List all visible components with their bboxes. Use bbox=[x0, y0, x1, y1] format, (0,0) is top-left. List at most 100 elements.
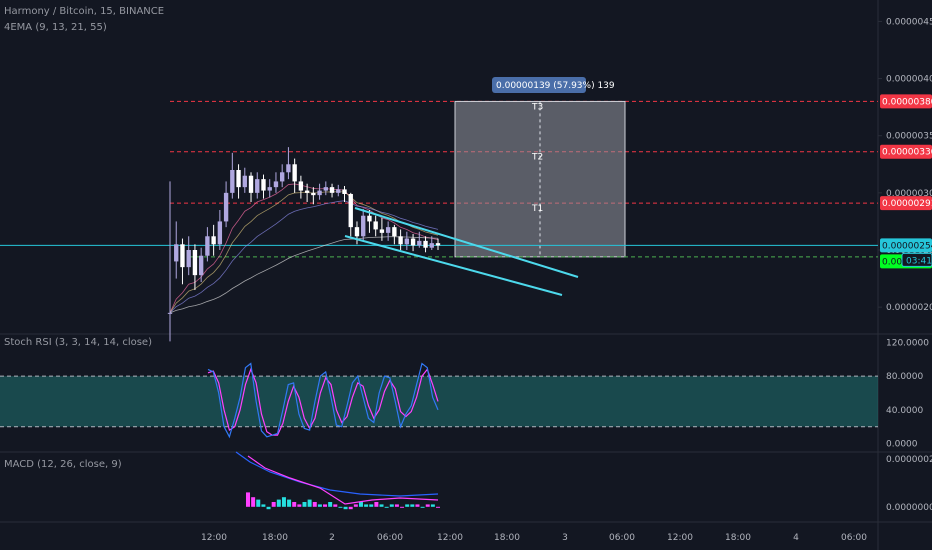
candle-body bbox=[198, 255, 204, 276]
macd-histogram-bar bbox=[420, 506, 425, 508]
macd-histogram-bar bbox=[276, 499, 281, 507]
candle-body bbox=[323, 187, 328, 191]
macd-histogram-bar bbox=[379, 504, 384, 507]
macd-histogram-bar bbox=[389, 504, 394, 507]
macd-histogram-bar bbox=[281, 497, 286, 507]
time-tick-label: 06:00 bbox=[377, 533, 403, 543]
target-price-label: 0.00000336 bbox=[882, 148, 932, 158]
measure-tooltip bbox=[492, 77, 586, 93]
macd-histogram-bar bbox=[358, 502, 363, 507]
macd-histogram-bar bbox=[425, 504, 430, 507]
time-tick-label: 12:00 bbox=[667, 533, 693, 543]
ema-line bbox=[169, 191, 439, 314]
candle-body bbox=[392, 227, 397, 237]
time-tick-label: 12:00 bbox=[201, 533, 227, 543]
candle-body bbox=[342, 189, 347, 194]
candle-body bbox=[217, 221, 223, 245]
macd-histogram-bar bbox=[343, 506, 348, 510]
candle-body bbox=[292, 164, 297, 182]
macd-label[interactable]: MACD (12, 26, close, 9) bbox=[4, 459, 122, 470]
candle-body bbox=[242, 175, 247, 188]
candle-body bbox=[180, 244, 185, 268]
stoch-line bbox=[207, 367, 439, 436]
candle-body bbox=[398, 236, 403, 245]
macd-histogram-bar bbox=[251, 497, 256, 507]
candle-body bbox=[354, 227, 360, 237]
ema-line bbox=[169, 200, 439, 314]
macd-histogram-bar bbox=[297, 504, 302, 507]
time-tick-label: 12:00 bbox=[437, 533, 463, 543]
candle-body bbox=[167, 312, 173, 314]
candle-body bbox=[236, 170, 241, 188]
time-tick-label: 06:00 bbox=[609, 533, 635, 543]
countdown-tag bbox=[901, 252, 932, 267]
macd-histogram-bar bbox=[415, 504, 420, 507]
measure-tooltip-text: 0.00000139 (57.93%) 139 bbox=[496, 81, 615, 91]
ema-indicator-label[interactable]: 4EMA (9, 13, 21, 55) bbox=[4, 22, 107, 33]
time-tick-label: 3 bbox=[562, 533, 568, 543]
macd-histogram-bar bbox=[394, 504, 399, 507]
candle-body bbox=[304, 190, 310, 193]
candle-body bbox=[267, 187, 272, 191]
stoch-line bbox=[207, 362, 439, 439]
candle-body bbox=[311, 192, 316, 196]
candle-body bbox=[192, 250, 198, 276]
candle-body bbox=[367, 215, 372, 222]
macd-histogram-bar bbox=[317, 504, 322, 507]
target-price-tag bbox=[880, 144, 932, 159]
macd-histogram-bar bbox=[384, 506, 389, 508]
candle-body bbox=[329, 187, 335, 193]
candle-body bbox=[317, 190, 322, 196]
target-text-label: T3 bbox=[531, 102, 543, 112]
stoch-rsi-label[interactable]: Stoch RSI (3, 3, 14, 14, close) bbox=[4, 337, 152, 348]
candle-body bbox=[336, 189, 341, 193]
macd-histogram-bar bbox=[405, 504, 410, 507]
ema-line bbox=[169, 183, 439, 314]
candle-body bbox=[261, 179, 266, 191]
macd-histogram-bar bbox=[400, 506, 405, 508]
candle-body bbox=[273, 181, 279, 188]
macd-histogram-bar bbox=[338, 506, 343, 508]
candle-body bbox=[280, 172, 285, 182]
candle-body bbox=[205, 236, 210, 256]
candle-body bbox=[435, 243, 441, 246]
target-text-label: T1 bbox=[531, 204, 543, 214]
current-price-tag bbox=[880, 238, 932, 253]
target-price-label: 0.00000380 bbox=[882, 97, 932, 107]
macd-histogram-bar bbox=[256, 499, 261, 507]
macd-histogram-bar bbox=[333, 504, 338, 507]
target-price-tag bbox=[880, 94, 932, 109]
target-price-label: 0.00000291 bbox=[882, 199, 932, 209]
symbol-title[interactable]: Harmony / Bitcoin, 15, BINANCE bbox=[4, 6, 165, 17]
macd-histogram-bar bbox=[369, 504, 374, 507]
ema-line bbox=[169, 236, 439, 314]
stoch-tick-label: 120.0000 bbox=[886, 338, 929, 348]
countdown-label: 03:41 bbox=[906, 256, 932, 266]
macd-histogram-bar bbox=[287, 499, 292, 507]
channel-lower-line bbox=[344, 235, 563, 296]
candle-body bbox=[223, 192, 229, 222]
stoch-tick-label: 40.0000 bbox=[886, 406, 923, 416]
macd-histogram-bar bbox=[271, 502, 276, 507]
macd-histogram-bar bbox=[374, 502, 379, 507]
macd-histogram-bar bbox=[307, 499, 312, 507]
candle-body bbox=[385, 227, 391, 233]
macd-histogram-bar bbox=[261, 504, 266, 507]
target-price-tag bbox=[880, 196, 932, 211]
macd-tick-label: 0.00000000 bbox=[886, 503, 932, 513]
candle-body bbox=[211, 236, 216, 245]
candle-body bbox=[174, 244, 179, 262]
candle-body bbox=[410, 238, 416, 246]
time-tick-label: 4 bbox=[793, 533, 799, 543]
candle-body bbox=[373, 221, 378, 230]
candle-body bbox=[248, 175, 254, 193]
macd-histogram-bar bbox=[246, 492, 250, 507]
time-tick-label: 18:00 bbox=[262, 533, 288, 543]
macd-histogram-bar bbox=[302, 502, 307, 507]
macd-signal-line bbox=[247, 455, 439, 505]
